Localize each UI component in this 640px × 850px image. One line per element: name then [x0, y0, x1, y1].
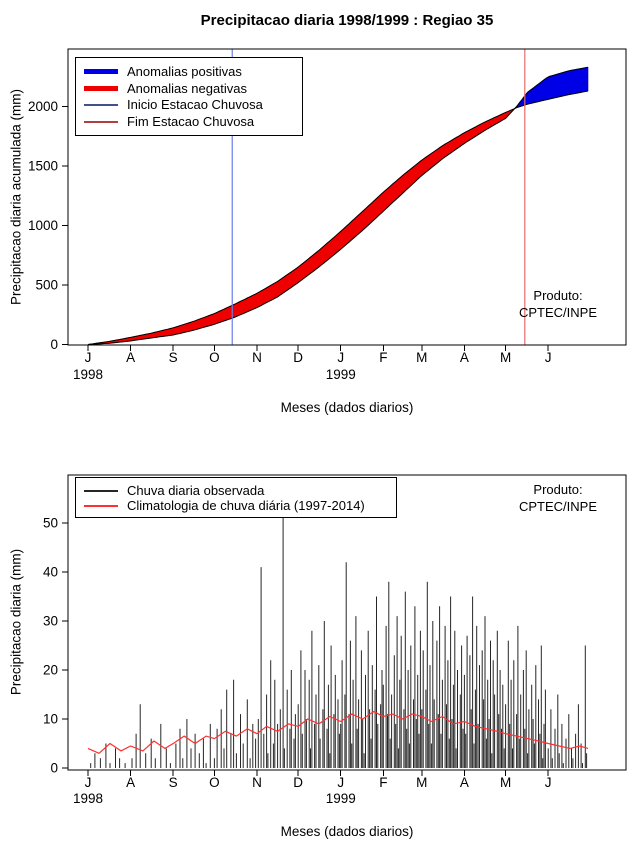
product-institution: CPTEC/INPE: [518, 499, 597, 514]
cumulative-chart: 0 500 1000 1500 2000 J A S O N D J F M A M J 1998 1999: [28, 48, 627, 382]
legend-item-rain-season-start: Inicio Estacao Chuvosa: [84, 97, 294, 114]
x-tick-label: J: [337, 775, 344, 790]
season-start-swatch: [84, 103, 118, 106]
x-tick-label: O: [209, 775, 220, 790]
legend-label: Inicio Estacao Chuvosa: [127, 97, 263, 113]
negative-anomaly-swatch: [84, 85, 118, 91]
x-tick-label: M: [500, 350, 511, 365]
x-tick-label: J: [545, 350, 552, 365]
negative-anomaly-fill: [87, 108, 515, 345]
legend-item-observed-rain: Chuva diaria observada: [84, 483, 388, 498]
chart2-y-axis-title: Precipitacao diaria (mm): [8, 548, 24, 696]
y-tick-label: 500: [35, 278, 58, 293]
x-tick-label: F: [379, 350, 387, 365]
plot-border: [67, 474, 627, 771]
y-tick-label: 1500: [28, 159, 58, 174]
product-label: Produto:: [533, 288, 583, 303]
season-end-swatch: [84, 120, 118, 123]
chart2-legend: Chuva diaria observada Climatologia de c…: [75, 477, 397, 518]
y-tick-label: 30: [43, 614, 58, 629]
legend-item-positive-anomalies: Anomalias positivas: [84, 63, 294, 80]
daily-rain-bars: [90, 508, 588, 768]
y-tick-label: 40: [43, 565, 58, 580]
legend-label: Anomalias positivas: [127, 63, 242, 79]
x-tick-label: A: [460, 350, 469, 365]
product-label: Produto:: [533, 482, 583, 497]
legend-label: Climatologia de chuva diária (1997-2014): [127, 498, 365, 513]
observed-cumulative-curve: [87, 66, 589, 345]
observed-rain-swatch: [84, 489, 118, 492]
x-tick-label: J: [85, 775, 92, 790]
x-tick-label: N: [252, 350, 262, 365]
legend-item-negative-anomalies: Anomalias negativas: [84, 80, 294, 97]
x-tick-label: D: [293, 350, 303, 365]
y-tick-label: 10: [43, 712, 58, 727]
y-tick-label: 0: [50, 761, 58, 776]
chart1-y-axis-title: Precipitacao diaria acumulada (mm): [8, 88, 24, 306]
y-tick-label: 20: [43, 663, 58, 678]
x-tick-label: A: [126, 775, 135, 790]
chart1-x-axis-title: Meses (dados diarios): [280, 400, 414, 415]
climatology-line: [87, 710, 589, 755]
climatology-cumulative-curve: [87, 90, 589, 345]
chart1-product-watermark: Produto: CPTEC/INPE: [508, 287, 608, 321]
legend-item-climatology: Climatologia de chuva diária (1997-2014): [84, 498, 388, 513]
y-tick-label: 1000: [28, 218, 58, 233]
x-tick-label: A: [460, 775, 469, 790]
page-title: Precipitacao diaria 1998/1999 : Regiao 3…: [200, 12, 494, 29]
climatology-swatch: [84, 504, 118, 507]
x-tick-label: M: [500, 775, 511, 790]
year-label: 1998: [73, 791, 103, 806]
year-label: 1999: [326, 791, 356, 806]
legend-item-rain-season-end: Fim Estacao Chuvosa: [84, 113, 294, 130]
x-tick-label: S: [169, 775, 178, 790]
y-tick-label: 0: [50, 337, 58, 352]
chart1-legend: Anomalias positivas Anomalias negativas …: [75, 57, 303, 136]
x-tick-label: N: [252, 775, 262, 790]
chart2-product-watermark: Produto: CPTEC/INPE: [508, 481, 608, 515]
x-tick-label: M: [416, 775, 427, 790]
legend-label: Anomalias negativas: [127, 80, 247, 96]
x-tick-label: A: [126, 350, 135, 365]
x-tick-label: J: [85, 350, 92, 365]
chart2-x-axis-title: Meses (dados diarios): [280, 824, 414, 839]
y-tick-label: 50: [43, 516, 58, 531]
year-label: 1998: [73, 367, 103, 382]
x-tick-label: F: [379, 775, 387, 790]
x-tick-label: O: [209, 350, 220, 365]
positive-anomaly-swatch: [84, 68, 118, 74]
year-label: 1999: [326, 367, 356, 382]
y-tick-label: 2000: [28, 99, 58, 114]
x-tick-label: S: [169, 350, 178, 365]
legend-label: Chuva diaria observada: [127, 483, 265, 498]
x-tick-label: D: [293, 775, 303, 790]
x-tick-label: J: [337, 350, 344, 365]
x-tick-label: J: [545, 775, 552, 790]
legend-label: Fim Estacao Chuvosa: [127, 114, 255, 130]
product-institution: CPTEC/INPE: [518, 305, 597, 320]
x-tick-label: M: [416, 350, 427, 365]
plot-border: [67, 48, 627, 346]
